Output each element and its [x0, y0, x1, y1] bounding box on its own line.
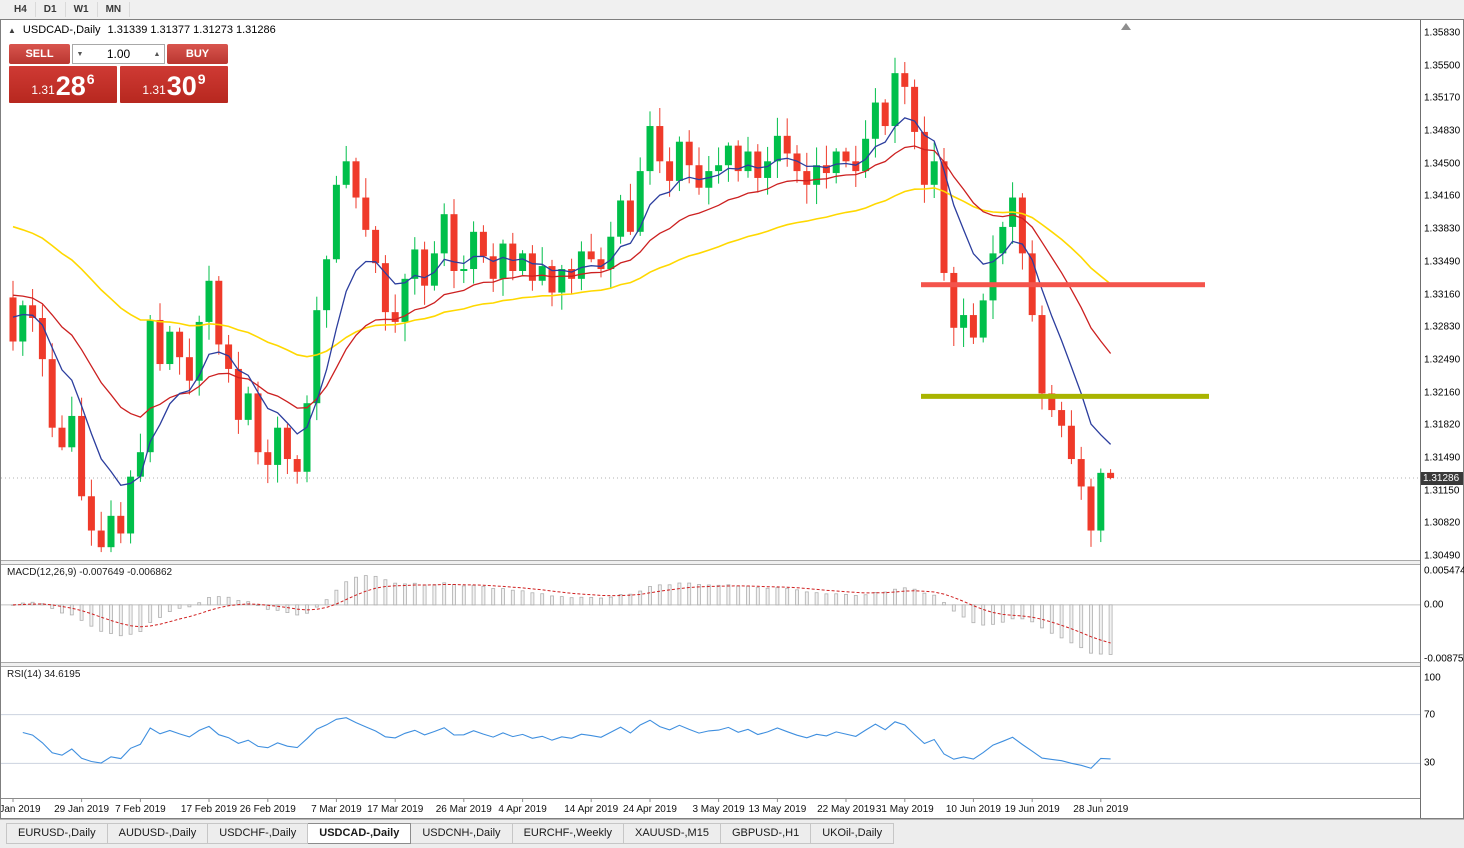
bid-price-main: 1.31 [31, 83, 55, 97]
price-axis: 1.31286 1.35830 1.35500 1.35170 1.34830 1.34… [1420, 20, 1464, 818]
timeframe-toolbar: H4 D1 W1 MN [0, 0, 1464, 19]
current-price-tag: 1.31286 [1421, 471, 1463, 485]
chart-tab-usdcad[interactable]: USDCAD-,Daily [308, 823, 412, 844]
timeframe-button-h4[interactable]: H4 [6, 2, 36, 17]
macd-axis-label: 0.005474 [1424, 565, 1464, 577]
date-axis-label: 29 Jan 2019 [54, 804, 109, 815]
date-axis-label: 13 May 2019 [748, 804, 806, 815]
macd-indicator-label: MACD(12,26,9) -0.007649 -0.006862 [7, 567, 173, 578]
date-axis-label: 31 May 2019 [876, 804, 934, 815]
timeframe-button-mn[interactable]: MN [98, 2, 131, 17]
chart-tab-xauusd[interactable]: XAUUSD-,M15 [623, 823, 721, 844]
price-axis-label: 1.34830 [1424, 125, 1461, 137]
price-axis-label: 1.33160 [1424, 289, 1461, 300]
chart-title: ▲ USDCAD-,Daily 1.31339 1.31377 1.31273 … [8, 24, 276, 36]
date-axis-label: 17 Feb 2019 [181, 804, 238, 815]
chart-tab-usdchf[interactable]: USDCHF-,Daily [208, 823, 309, 844]
chart-tab-ukoil[interactable]: UKOil-,Daily [811, 823, 895, 844]
candles-layer [9, 57, 1115, 553]
chart-tab-gbpusd[interactable]: GBPUSD-,H1 [720, 823, 812, 844]
date-axis-label: 19 Jun 2019 [1005, 804, 1060, 815]
support-line [921, 393, 1209, 399]
chart-shift-marker-icon [1121, 23, 1131, 30]
price-axis-label: 1.32160 [1424, 387, 1461, 399]
price-axis-label: 1.31490 [1424, 452, 1461, 464]
date-axis-label: 22 May 2019 [817, 804, 875, 815]
trade-prices-row: 1.31 28 6 1.31 30 9 [9, 66, 228, 103]
ask-price-main: 1.31 [142, 83, 166, 97]
timeframe-button-d1[interactable]: D1 [36, 2, 66, 17]
timeframe-button-w1[interactable]: W1 [66, 2, 98, 17]
rsi-axis-label: 30 [1424, 757, 1436, 769]
date-axis-label: 20 Jan 2019 [1, 804, 41, 815]
price-axis-label: 1.35830 [1424, 27, 1461, 39]
price-axis-label: 1.35170 [1424, 92, 1461, 104]
chart-frame: 20 Jan 2019 29 Jan 2019 7 Feb 2019 17 Feb 2… [0, 19, 1464, 819]
volume-value[interactable]: 1.00 [106, 47, 131, 61]
price-axis-label: 1.30490 [1424, 550, 1461, 562]
rsi-axis-label: 100 [1424, 672, 1441, 684]
buy-price-display[interactable]: 1.31 30 9 [120, 66, 228, 103]
trade-controls-row: SELL ▼ 1.00 ▲ BUY [9, 44, 228, 64]
chart-ohlc-values: 1.31339 1.31377 1.31273 1.31286 [107, 24, 276, 36]
volume-increase-icon[interactable]: ▲ [153, 50, 161, 58]
sell-price-display[interactable]: 1.31 28 6 [9, 66, 117, 103]
macd-layer [1, 575, 1420, 655]
volume-decrease-icon[interactable]: ▼ [76, 50, 84, 58]
chart-canvas[interactable]: 20 Jan 2019 29 Jan 2019 7 Feb 2019 17 Feb 2… [1, 20, 1420, 818]
chart-area[interactable]: 20 Jan 2019 29 Jan 2019 7 Feb 2019 17 Feb 2… [1, 20, 1420, 818]
ask-price-big: 30 [166, 71, 197, 101]
date-axis-label: 26 Mar 2019 [436, 804, 493, 815]
bid-price-big: 28 [55, 71, 86, 101]
bid-price-pip: 6 [86, 71, 95, 87]
chart-tab-usdcnh[interactable]: USDCNH-,Daily [411, 823, 513, 844]
date-axis-label: 17 Mar 2019 [367, 804, 424, 815]
date-axis-label: 14 Apr 2019 [564, 804, 618, 815]
macd-axis-label: -0.008752 [1424, 653, 1464, 665]
price-axis-label: 1.32830 [1424, 321, 1461, 333]
price-axis-label: 1.33830 [1424, 223, 1461, 235]
price-axis-label: 1.35500 [1424, 60, 1461, 72]
date-axis-label: 26 Feb 2019 [240, 804, 297, 815]
levels-layer [921, 282, 1209, 399]
date-axis-label: 7 Mar 2019 [311, 804, 362, 815]
sell-button[interactable]: SELL [9, 44, 70, 64]
volume-stepper[interactable]: ▼ 1.00 ▲ [72, 44, 165, 64]
rsi-indicator-label: RSI(14) 34.6195 [7, 669, 81, 680]
chart-tab-audusd[interactable]: AUDUSD-,Daily [107, 823, 209, 844]
moving-averages-layer [12, 117, 1112, 487]
rsi-axis-label: 70 [1424, 709, 1436, 721]
resistance-line [921, 282, 1205, 288]
chart-tab-bar: EURUSD-,Daily AUDUSD-,Daily USDCHF-,Daily U… [0, 819, 1464, 848]
date-axis-label: 24 Apr 2019 [623, 804, 677, 815]
macd-axis-label: 0.00 [1424, 599, 1444, 611]
price-axis-label: 1.30820 [1424, 517, 1461, 529]
chart-tab-eurchf[interactable]: EURCHF-,Weekly [512, 823, 624, 844]
panel-separators [1, 560, 1420, 667]
price-axis-label: 1.34500 [1424, 158, 1461, 170]
buy-button[interactable]: BUY [167, 44, 228, 64]
price-axis-label: 1.32490 [1424, 354, 1461, 366]
price-axis-label: 1.33490 [1424, 256, 1461, 268]
one-click-collapse-icon[interactable]: ▲ [8, 25, 16, 35]
price-axis-label: 1.31820 [1424, 419, 1461, 431]
ask-price-pip: 9 [197, 71, 206, 87]
date-axis-label: 7 Feb 2019 [115, 804, 166, 815]
rsi-layer [1, 714, 1420, 769]
date-axis: 20 Jan 2019 29 Jan 2019 7 Feb 2019 17 Feb 2… [1, 798, 1420, 815]
chart-tab-eurusd[interactable]: EURUSD-,Daily [6, 823, 108, 844]
price-axis-label: 1.31150 [1424, 485, 1460, 497]
one-click-trade-panel: SELL ▼ 1.00 ▲ BUY 1.31 28 6 1.31 30 9 [9, 44, 228, 103]
date-axis-label: 3 May 2019 [692, 804, 745, 815]
chart-symbol-label: USDCAD-,Daily [22, 24, 101, 36]
date-axis-label: 10 Jun 2019 [946, 804, 1001, 815]
date-axis-label: 28 Jun 2019 [1073, 804, 1128, 815]
date-axis-label: 4 Apr 2019 [498, 804, 547, 815]
price-axis-label: 1.34160 [1424, 190, 1461, 202]
